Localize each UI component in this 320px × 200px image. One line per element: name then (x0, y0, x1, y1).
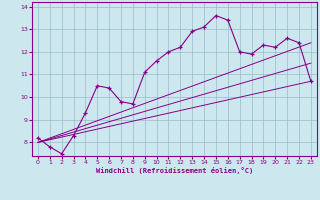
X-axis label: Windchill (Refroidissement éolien,°C): Windchill (Refroidissement éolien,°C) (96, 167, 253, 174)
